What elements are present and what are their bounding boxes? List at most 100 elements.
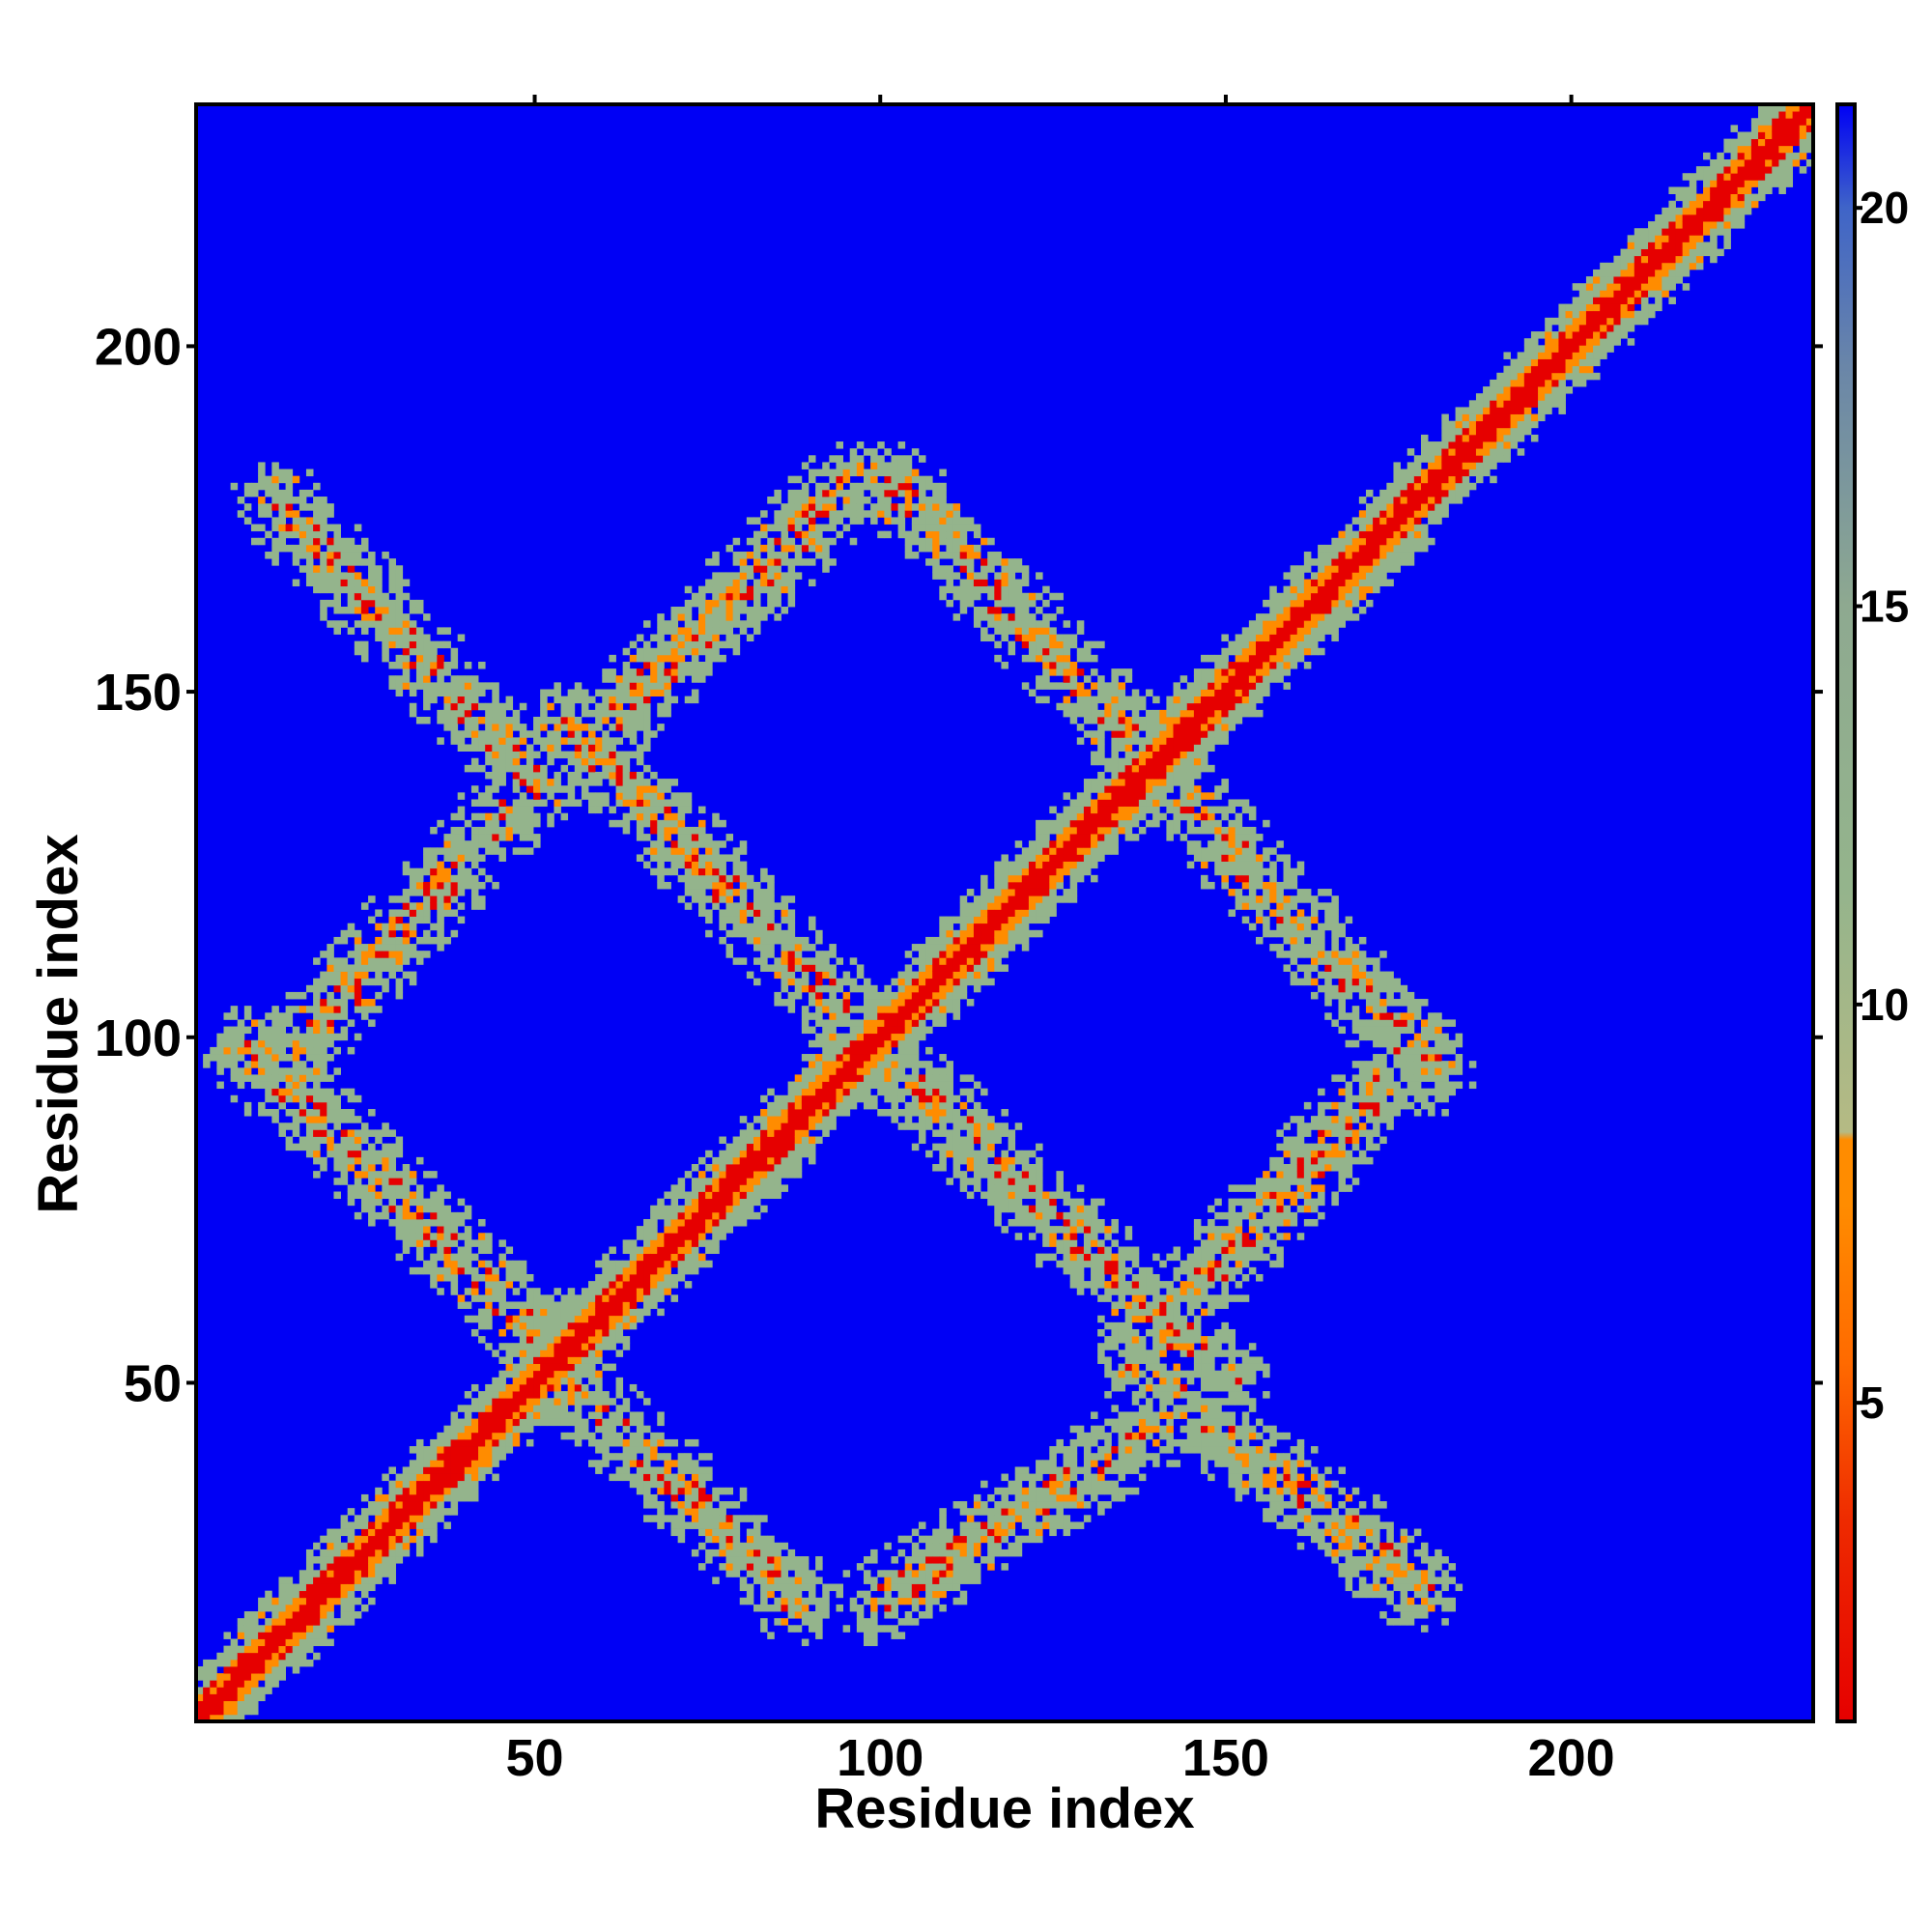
heatmap-cell <box>265 1026 272 1035</box>
heatmap-cell <box>498 1308 506 1317</box>
heatmap-cell <box>588 1336 596 1344</box>
heatmap-cell <box>533 1288 541 1295</box>
heatmap-cell <box>354 620 362 628</box>
heatmap-cell <box>939 1508 947 1516</box>
heatmap-cell <box>939 978 947 986</box>
heatmap-cell <box>787 964 796 972</box>
heatmap-cell <box>560 1294 569 1302</box>
heatmap-cell <box>836 984 843 993</box>
heatmap-cell <box>470 861 479 869</box>
heatmap-cell <box>615 1438 624 1447</box>
heatmap-cell <box>815 524 823 532</box>
heatmap-cell <box>897 978 906 986</box>
heatmap-cell <box>360 654 369 663</box>
heatmap-cell <box>973 964 981 972</box>
heatmap-cell <box>732 1143 741 1151</box>
heatmap-cell <box>884 469 892 477</box>
heatmap-cell <box>925 991 933 1000</box>
heatmap-cell <box>265 1012 272 1020</box>
heatmap-cell <box>388 929 396 938</box>
heatmap-cell <box>505 1321 514 1330</box>
heatmap-cell <box>485 1460 493 1467</box>
heatmap-cell <box>395 1508 404 1516</box>
heatmap-cell <box>554 799 561 807</box>
heatmap-cell <box>615 1266 624 1275</box>
heatmap-cell <box>698 902 706 910</box>
heatmap-cell <box>526 1343 534 1350</box>
heatmap-cell <box>375 944 383 952</box>
heatmap-cell <box>712 1198 720 1207</box>
heatmap-cell <box>560 1356 569 1364</box>
heatmap-cell <box>677 1501 686 1509</box>
heatmap-cell <box>505 1425 514 1434</box>
heatmap-cell <box>278 1652 286 1661</box>
heatmap-cell <box>925 999 933 1007</box>
heatmap-cell <box>437 654 444 663</box>
heatmap-cell <box>952 1150 961 1158</box>
heatmap-cell <box>609 1281 616 1289</box>
heatmap-cell <box>767 944 775 952</box>
heatmap-cell <box>952 1542 961 1550</box>
heatmap-cell <box>787 1164 796 1172</box>
heatmap-cell <box>271 1645 279 1654</box>
heatmap-cell <box>849 1604 858 1612</box>
heatmap-cell <box>526 1411 534 1419</box>
heatmap-cell <box>897 469 906 477</box>
heatmap-cell <box>533 737 541 745</box>
heatmap-cell <box>354 991 362 1000</box>
heatmap-cell <box>258 1625 266 1633</box>
heatmap-cell <box>925 475 933 484</box>
heatmap-cell <box>443 1446 451 1454</box>
heatmap-cell <box>959 530 968 539</box>
heatmap-cell <box>423 662 431 669</box>
heatmap-cell <box>333 544 341 553</box>
heatmap-cell <box>340 620 349 628</box>
heatmap-cell <box>918 991 926 1000</box>
heatmap-cell <box>801 1570 810 1577</box>
heatmap-cell <box>512 737 521 745</box>
heatmap-cell <box>340 1171 349 1179</box>
heatmap-cell <box>691 1466 699 1474</box>
heatmap-cell <box>327 1583 334 1592</box>
heatmap-cell <box>354 1611 362 1619</box>
heatmap-cell <box>973 579 981 587</box>
heatmap-cell <box>347 537 355 546</box>
heatmap-cell <box>485 1398 493 1406</box>
heatmap-cell <box>732 1521 741 1529</box>
heatmap-cell <box>237 1680 245 1688</box>
heatmap-cell <box>739 1563 748 1571</box>
heatmap-cell <box>815 984 823 993</box>
heatmap-cell <box>650 1205 658 1213</box>
heatmap-cell <box>402 1528 411 1537</box>
heatmap-cell <box>815 1101 823 1110</box>
heatmap-cell <box>415 957 424 965</box>
heatmap-cell <box>485 834 493 841</box>
heatmap-cell <box>485 724 493 731</box>
heatmap-cell <box>340 978 349 986</box>
heatmap-cell <box>822 1019 830 1027</box>
heatmap-cell <box>560 1350 569 1357</box>
heatmap-cell <box>932 1074 940 1082</box>
heatmap-cell <box>932 1109 940 1117</box>
heatmap-cell <box>787 991 796 1000</box>
heatmap-cell <box>485 1383 493 1392</box>
heatmap-cell <box>629 1266 638 1275</box>
heatmap-cell <box>973 1156 981 1165</box>
heatmap-cell <box>443 1211 451 1220</box>
heatmap-cell <box>313 1542 321 1550</box>
heatmap-cell <box>333 1109 341 1117</box>
heatmap-cell <box>285 1659 294 1667</box>
heatmap-cell <box>767 1632 775 1639</box>
heatmap-cell <box>437 1205 444 1213</box>
heatmap-cell <box>643 1288 651 1295</box>
heatmap-cell <box>670 819 679 828</box>
heatmap-cell <box>643 1246 651 1255</box>
heatmap-cell <box>636 1253 644 1262</box>
heatmap-cell <box>498 757 506 766</box>
heatmap-cell <box>946 957 953 965</box>
heatmap-cell <box>478 1473 486 1482</box>
heatmap-cell <box>292 1618 300 1626</box>
heatmap-cell <box>712 552 720 559</box>
heatmap-cell <box>347 964 355 972</box>
heatmap-cell <box>643 1398 651 1406</box>
